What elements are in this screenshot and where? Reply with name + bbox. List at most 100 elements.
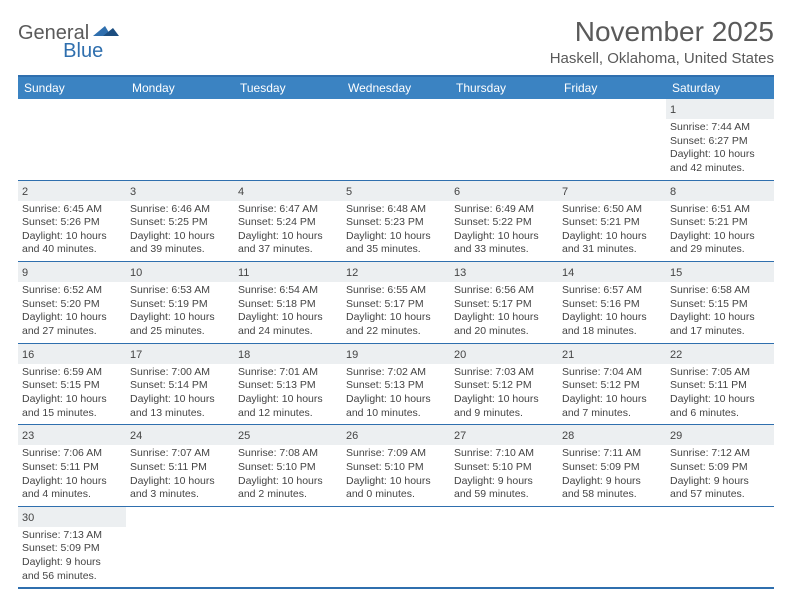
daynum-row: 20 <box>450 344 558 364</box>
daynum-row: 13 <box>450 262 558 282</box>
daylight1-text: Daylight: 10 hours <box>346 311 446 325</box>
day-number: 3 <box>130 186 136 198</box>
day-header: Saturday <box>666 77 774 99</box>
daynum-row: 25 <box>234 425 342 445</box>
day-cell: 1Sunrise: 7:44 AMSunset: 6:27 PMDaylight… <box>666 99 774 181</box>
title-block: November 2025 Haskell, Oklahoma, United … <box>550 16 774 67</box>
day-header: Tuesday <box>234 77 342 99</box>
day-cell: 20Sunrise: 7:03 AMSunset: 5:12 PMDayligh… <box>450 344 558 426</box>
day-cell: 22Sunrise: 7:05 AMSunset: 5:11 PMDayligh… <box>666 344 774 426</box>
day-number: 23 <box>22 430 34 442</box>
sunrise-text: Sunrise: 7:00 AM <box>130 366 230 380</box>
day-number: 20 <box>454 349 466 361</box>
day-number: 9 <box>22 267 28 279</box>
calendar: SundayMondayTuesdayWednesdayThursdayFrid… <box>18 75 774 589</box>
week-row: 2Sunrise: 6:45 AMSunset: 5:26 PMDaylight… <box>18 181 774 263</box>
day-number: 25 <box>238 430 250 442</box>
sunset-text: Sunset: 5:10 PM <box>238 461 338 475</box>
empty-cell <box>450 99 558 181</box>
daylight2-text: and 7 minutes. <box>562 407 662 421</box>
day-cell: 28Sunrise: 7:11 AMSunset: 5:09 PMDayligh… <box>558 425 666 507</box>
sunrise-text: Sunrise: 6:57 AM <box>562 284 662 298</box>
empty-cell <box>126 507 234 588</box>
daylight1-text: Daylight: 10 hours <box>346 230 446 244</box>
day-number: 17 <box>130 349 142 361</box>
daylight2-text: and 6 minutes. <box>670 407 770 421</box>
empty-cell <box>342 99 450 181</box>
sunset-text: Sunset: 5:26 PM <box>22 216 122 230</box>
day-cell: 15Sunrise: 6:58 AMSunset: 5:15 PMDayligh… <box>666 262 774 344</box>
sunrise-text: Sunrise: 6:54 AM <box>238 284 338 298</box>
daylight1-text: Daylight: 10 hours <box>562 230 662 244</box>
day-cell: 12Sunrise: 6:55 AMSunset: 5:17 PMDayligh… <box>342 262 450 344</box>
day-cell: 24Sunrise: 7:07 AMSunset: 5:11 PMDayligh… <box>126 425 234 507</box>
daynum-row: 3 <box>126 181 234 201</box>
day-number: 6 <box>454 186 460 198</box>
sunset-text: Sunset: 5:22 PM <box>454 216 554 230</box>
sunset-text: Sunset: 5:17 PM <box>454 298 554 312</box>
sunset-text: Sunset: 5:16 PM <box>562 298 662 312</box>
sunset-text: Sunset: 5:15 PM <box>670 298 770 312</box>
sunset-text: Sunset: 5:09 PM <box>22 542 122 556</box>
daynum-row: 14 <box>558 262 666 282</box>
day-cell: 27Sunrise: 7:10 AMSunset: 5:10 PMDayligh… <box>450 425 558 507</box>
day-cell: 17Sunrise: 7:00 AMSunset: 5:14 PMDayligh… <box>126 344 234 426</box>
empty-cell <box>234 99 342 181</box>
daylight1-text: Daylight: 10 hours <box>22 475 122 489</box>
sunrise-text: Sunrise: 7:02 AM <box>346 366 446 380</box>
header: General November 2025 Haskell, Oklahoma,… <box>18 16 774 67</box>
daylight1-text: Daylight: 9 hours <box>562 475 662 489</box>
sunrise-text: Sunrise: 6:48 AM <box>346 203 446 217</box>
sunrise-text: Sunrise: 7:05 AM <box>670 366 770 380</box>
daynum-row: 24 <box>126 425 234 445</box>
empty-cell <box>558 507 666 588</box>
day-number: 21 <box>562 349 574 361</box>
daylight2-text: and 15 minutes. <box>22 407 122 421</box>
sunrise-text: Sunrise: 7:12 AM <box>670 447 770 461</box>
sunrise-text: Sunrise: 7:10 AM <box>454 447 554 461</box>
day-cell: 2Sunrise: 6:45 AMSunset: 5:26 PMDaylight… <box>18 181 126 263</box>
day-cell: 21Sunrise: 7:04 AMSunset: 5:12 PMDayligh… <box>558 344 666 426</box>
daynum-row: 5 <box>342 181 450 201</box>
sunrise-text: Sunrise: 7:06 AM <box>22 447 122 461</box>
daylight1-text: Daylight: 10 hours <box>238 393 338 407</box>
day-number: 11 <box>238 267 249 279</box>
sunset-text: Sunset: 5:13 PM <box>238 379 338 393</box>
week-row: 9Sunrise: 6:52 AMSunset: 5:20 PMDaylight… <box>18 262 774 344</box>
sunset-text: Sunset: 5:09 PM <box>562 461 662 475</box>
daylight2-text: and 9 minutes. <box>454 407 554 421</box>
day-number: 26 <box>346 430 358 442</box>
daylight1-text: Daylight: 10 hours <box>670 393 770 407</box>
day-header: Wednesday <box>342 77 450 99</box>
sunrise-text: Sunrise: 7:13 AM <box>22 529 122 543</box>
daylight2-text: and 18 minutes. <box>562 325 662 339</box>
daynum-row: 12 <box>342 262 450 282</box>
sunset-text: Sunset: 5:15 PM <box>22 379 122 393</box>
daynum-row: 4 <box>234 181 342 201</box>
daylight1-text: Daylight: 10 hours <box>562 393 662 407</box>
day-cell: 9Sunrise: 6:52 AMSunset: 5:20 PMDaylight… <box>18 262 126 344</box>
daylight1-text: Daylight: 10 hours <box>130 393 230 407</box>
sunset-text: Sunset: 5:10 PM <box>454 461 554 475</box>
sunset-text: Sunset: 5:23 PM <box>346 216 446 230</box>
day-cell: 30Sunrise: 7:13 AMSunset: 5:09 PMDayligh… <box>18 507 126 588</box>
sunset-text: Sunset: 5:09 PM <box>670 461 770 475</box>
day-number: 7 <box>562 186 568 198</box>
day-number: 8 <box>670 186 676 198</box>
sunset-text: Sunset: 5:20 PM <box>22 298 122 312</box>
daylight2-text: and 13 minutes. <box>130 407 230 421</box>
daynum-row: 1 <box>666 99 774 119</box>
daylight1-text: Daylight: 10 hours <box>670 311 770 325</box>
daylight2-text: and 33 minutes. <box>454 243 554 257</box>
daylight2-text: and 37 minutes. <box>238 243 338 257</box>
month-title: November 2025 <box>550 16 774 48</box>
day-cell: 26Sunrise: 7:09 AMSunset: 5:10 PMDayligh… <box>342 425 450 507</box>
sunrise-text: Sunrise: 6:46 AM <box>130 203 230 217</box>
day-number: 4 <box>238 186 244 198</box>
daylight2-text: and 58 minutes. <box>562 488 662 502</box>
daylight1-text: Daylight: 10 hours <box>130 311 230 325</box>
daylight2-text: and 56 minutes. <box>22 570 122 584</box>
sunrise-text: Sunrise: 6:56 AM <box>454 284 554 298</box>
sunrise-text: Sunrise: 6:51 AM <box>670 203 770 217</box>
sunrise-text: Sunrise: 6:59 AM <box>22 366 122 380</box>
